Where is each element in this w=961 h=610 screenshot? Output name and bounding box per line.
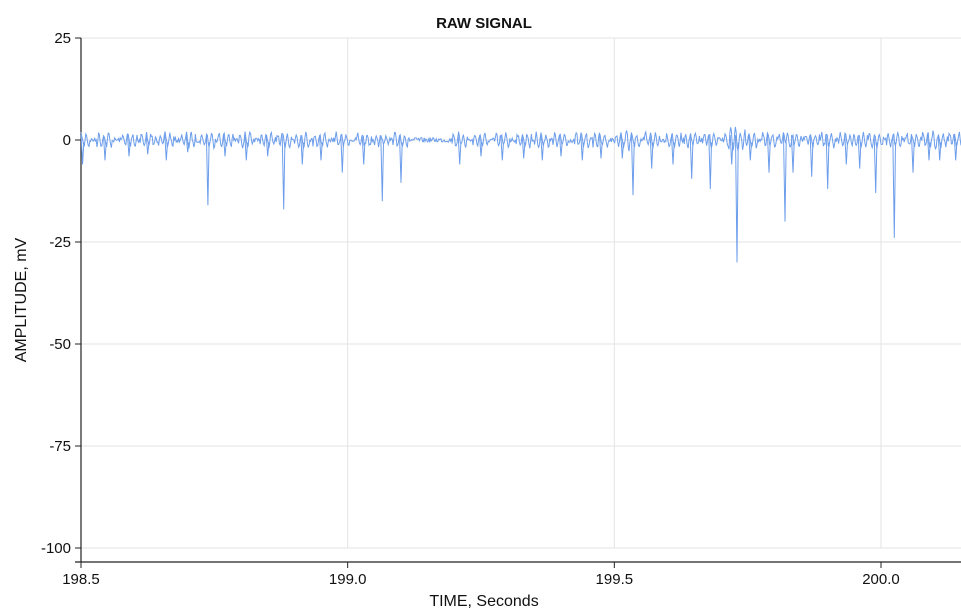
signal-spike: [620, 135, 624, 159]
signal-spike: [559, 135, 563, 157]
signal-spike: [205, 135, 210, 206]
signal-spike: [127, 135, 131, 157]
y-tick-label: -75: [49, 438, 71, 455]
chart-title: RAW SIGNAL: [436, 15, 532, 32]
signal-spike: [361, 135, 366, 165]
signal-spike: [748, 135, 752, 161]
signal-spike: [457, 135, 462, 165]
x-tick-label: 198.5: [62, 571, 100, 588]
signal-series: [80, 126, 961, 263]
signal-spike: [244, 135, 248, 161]
signal-spike: [735, 135, 739, 263]
signal-spike: [103, 135, 107, 161]
signal-spike: [340, 135, 344, 173]
signal-spike: [145, 135, 150, 155]
x-axis-label: TIME, Seconds: [429, 593, 538, 610]
signal-spike: [599, 135, 603, 159]
signal-spike: [927, 135, 931, 161]
signal-spike: [911, 135, 915, 173]
signal-spike: [80, 135, 85, 165]
signal-spike: [729, 135, 734, 165]
plot-axes: [75, 37, 961, 568]
y-tick-labels: 25 0 -25 -50 -75 -100: [41, 30, 71, 557]
signal-spike: [809, 135, 814, 177]
y-tick-label: -100: [41, 540, 71, 557]
signal-spike: [580, 135, 584, 161]
signal-spike: [892, 135, 896, 238]
x-tick-labels: 198.5 199.0 199.5 200.0: [62, 571, 900, 588]
signal-spike: [300, 135, 304, 165]
y-tick-label: -50: [49, 336, 71, 353]
signal-spike: [479, 135, 483, 157]
y-tick-label: 0: [63, 132, 71, 149]
signal-spike: [500, 135, 504, 161]
signal-spike: [399, 135, 403, 183]
signal-spike: [953, 135, 958, 161]
signal-spike: [857, 135, 862, 169]
signal-spike: [873, 135, 878, 194]
signal-spike: [649, 135, 654, 169]
signal-spike: [767, 135, 771, 173]
signal-spike: [540, 135, 544, 161]
signal-spike: [631, 135, 635, 196]
x-tick-label: 199.5: [596, 571, 634, 588]
signal-spike: [708, 135, 712, 190]
signal-spike: [164, 135, 168, 161]
y-tick-label: -25: [49, 234, 71, 251]
signal-spike: [521, 135, 526, 159]
signal-spike: [185, 135, 190, 153]
signal-spike: [791, 135, 795, 173]
y-tick-label: 25: [54, 30, 71, 47]
signal-spike: [937, 135, 942, 161]
signal-spike: [380, 135, 384, 202]
signal-spike: [319, 135, 323, 161]
signal-spike: [689, 135, 694, 179]
signal-spike: [223, 135, 227, 157]
signal-spike: [825, 135, 830, 190]
signal-spike: [671, 135, 675, 165]
signal-spike: [281, 135, 286, 210]
x-tick-label: 199.0: [329, 571, 367, 588]
signal-spike: [783, 135, 787, 222]
signal-spike: [844, 135, 848, 165]
grid-lines: [80, 37, 961, 549]
y-axis-label: AMPLITUDE, mV: [13, 237, 30, 362]
signal-spike: [265, 135, 270, 157]
x-tick-label: 200.0: [862, 571, 900, 588]
signal-trace: [80, 126, 961, 152]
